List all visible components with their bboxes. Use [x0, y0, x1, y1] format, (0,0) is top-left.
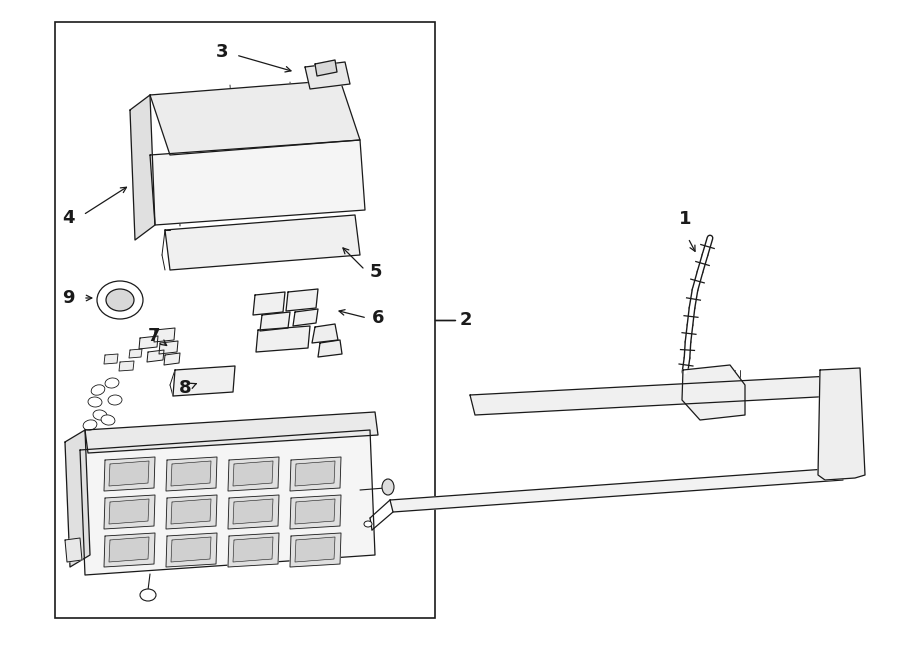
Polygon shape	[470, 375, 855, 415]
Polygon shape	[171, 537, 211, 562]
Text: 9: 9	[62, 289, 75, 307]
Ellipse shape	[140, 589, 156, 601]
Polygon shape	[104, 495, 155, 529]
Text: 6: 6	[372, 309, 384, 327]
Ellipse shape	[88, 397, 102, 407]
Polygon shape	[233, 499, 273, 524]
Polygon shape	[104, 533, 155, 567]
Polygon shape	[65, 538, 82, 562]
Polygon shape	[171, 499, 211, 524]
Polygon shape	[104, 457, 155, 491]
Polygon shape	[104, 354, 118, 364]
Polygon shape	[290, 495, 341, 529]
Text: 5: 5	[370, 263, 382, 281]
Polygon shape	[818, 368, 865, 480]
Text: 7: 7	[148, 327, 160, 345]
Polygon shape	[159, 341, 178, 354]
Polygon shape	[150, 80, 360, 155]
Polygon shape	[171, 461, 211, 486]
Polygon shape	[318, 340, 342, 357]
Text: 3: 3	[215, 43, 228, 61]
Text: 4: 4	[62, 209, 75, 227]
Polygon shape	[293, 309, 318, 326]
Polygon shape	[390, 468, 843, 512]
Polygon shape	[295, 461, 335, 486]
Ellipse shape	[108, 395, 122, 405]
Polygon shape	[228, 533, 279, 567]
Ellipse shape	[93, 410, 107, 420]
Polygon shape	[154, 328, 175, 342]
Ellipse shape	[97, 281, 143, 319]
Polygon shape	[253, 292, 285, 315]
Polygon shape	[290, 533, 341, 567]
Bar	[55, 22, 435, 618]
Text: 1: 1	[679, 210, 691, 228]
Polygon shape	[312, 324, 338, 343]
Text: 8: 8	[179, 379, 192, 397]
Polygon shape	[147, 350, 164, 362]
Polygon shape	[164, 353, 180, 365]
Polygon shape	[228, 495, 279, 529]
Ellipse shape	[101, 415, 115, 425]
Ellipse shape	[106, 289, 134, 311]
Polygon shape	[166, 533, 217, 567]
Polygon shape	[315, 60, 337, 76]
Polygon shape	[65, 430, 90, 567]
Ellipse shape	[91, 385, 105, 395]
Polygon shape	[233, 537, 273, 562]
Polygon shape	[85, 412, 378, 453]
Polygon shape	[166, 495, 217, 529]
Polygon shape	[139, 336, 158, 349]
Polygon shape	[165, 215, 360, 270]
Polygon shape	[173, 366, 235, 396]
Polygon shape	[682, 365, 745, 420]
Ellipse shape	[382, 479, 394, 495]
Ellipse shape	[364, 521, 372, 527]
Polygon shape	[286, 289, 318, 311]
Polygon shape	[130, 95, 155, 240]
Polygon shape	[109, 499, 149, 524]
Polygon shape	[233, 461, 273, 486]
Polygon shape	[109, 461, 149, 486]
Polygon shape	[129, 349, 142, 358]
Polygon shape	[166, 457, 217, 491]
Polygon shape	[295, 537, 335, 562]
Polygon shape	[80, 430, 375, 575]
Polygon shape	[109, 537, 149, 562]
Polygon shape	[228, 457, 279, 491]
Polygon shape	[260, 312, 290, 331]
Text: 2: 2	[460, 311, 473, 329]
Polygon shape	[290, 457, 341, 491]
Polygon shape	[305, 62, 350, 89]
Polygon shape	[150, 140, 365, 225]
Polygon shape	[295, 499, 335, 524]
Ellipse shape	[105, 378, 119, 388]
Polygon shape	[119, 361, 134, 371]
Ellipse shape	[83, 420, 97, 430]
Polygon shape	[256, 326, 310, 352]
